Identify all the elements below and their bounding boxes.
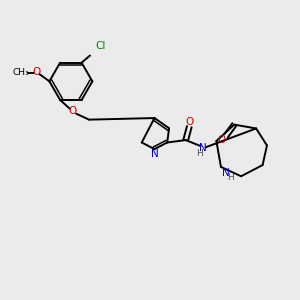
Text: N: N	[151, 149, 158, 160]
Text: H: H	[227, 173, 234, 182]
Text: O: O	[68, 106, 77, 116]
Text: Cl: Cl	[95, 41, 106, 51]
Text: O: O	[217, 135, 226, 146]
Text: N: N	[222, 168, 229, 178]
Text: O: O	[186, 117, 194, 127]
Text: H: H	[196, 149, 203, 158]
Text: O: O	[33, 67, 41, 77]
Text: CH₃: CH₃	[12, 68, 29, 77]
Text: N: N	[199, 143, 206, 153]
